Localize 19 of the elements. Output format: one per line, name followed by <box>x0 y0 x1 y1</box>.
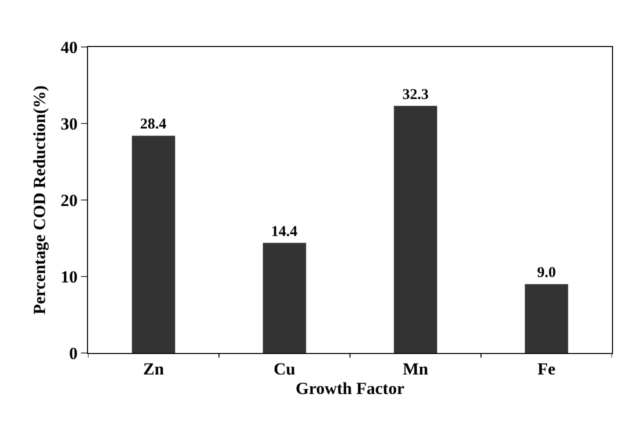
x-axis-title: Growth Factor <box>296 378 405 398</box>
bar <box>394 106 438 353</box>
x-tick-label: Cu <box>274 359 296 378</box>
bar <box>262 242 306 353</box>
x-tick-label: Zn <box>143 359 164 378</box>
y-tick-label: 10 <box>60 267 78 286</box>
y-tick-label: 0 <box>69 344 78 363</box>
data-label: 14.4 <box>271 224 298 240</box>
y-axis-title: Percentage COD Reduction(%) <box>30 85 50 315</box>
y-tick-label: 20 <box>60 190 78 210</box>
data-label: 9.0 <box>537 265 556 282</box>
data-label: 32.3 <box>402 86 429 103</box>
data-label: 28.4 <box>140 116 167 133</box>
y-tick-label: 30 <box>60 114 78 134</box>
x-tick-label: Mn <box>402 359 429 378</box>
x-tick-label: Fe <box>538 359 556 378</box>
y-tick-label: 40 <box>60 38 78 57</box>
bar <box>132 136 176 353</box>
bar <box>524 284 568 353</box>
